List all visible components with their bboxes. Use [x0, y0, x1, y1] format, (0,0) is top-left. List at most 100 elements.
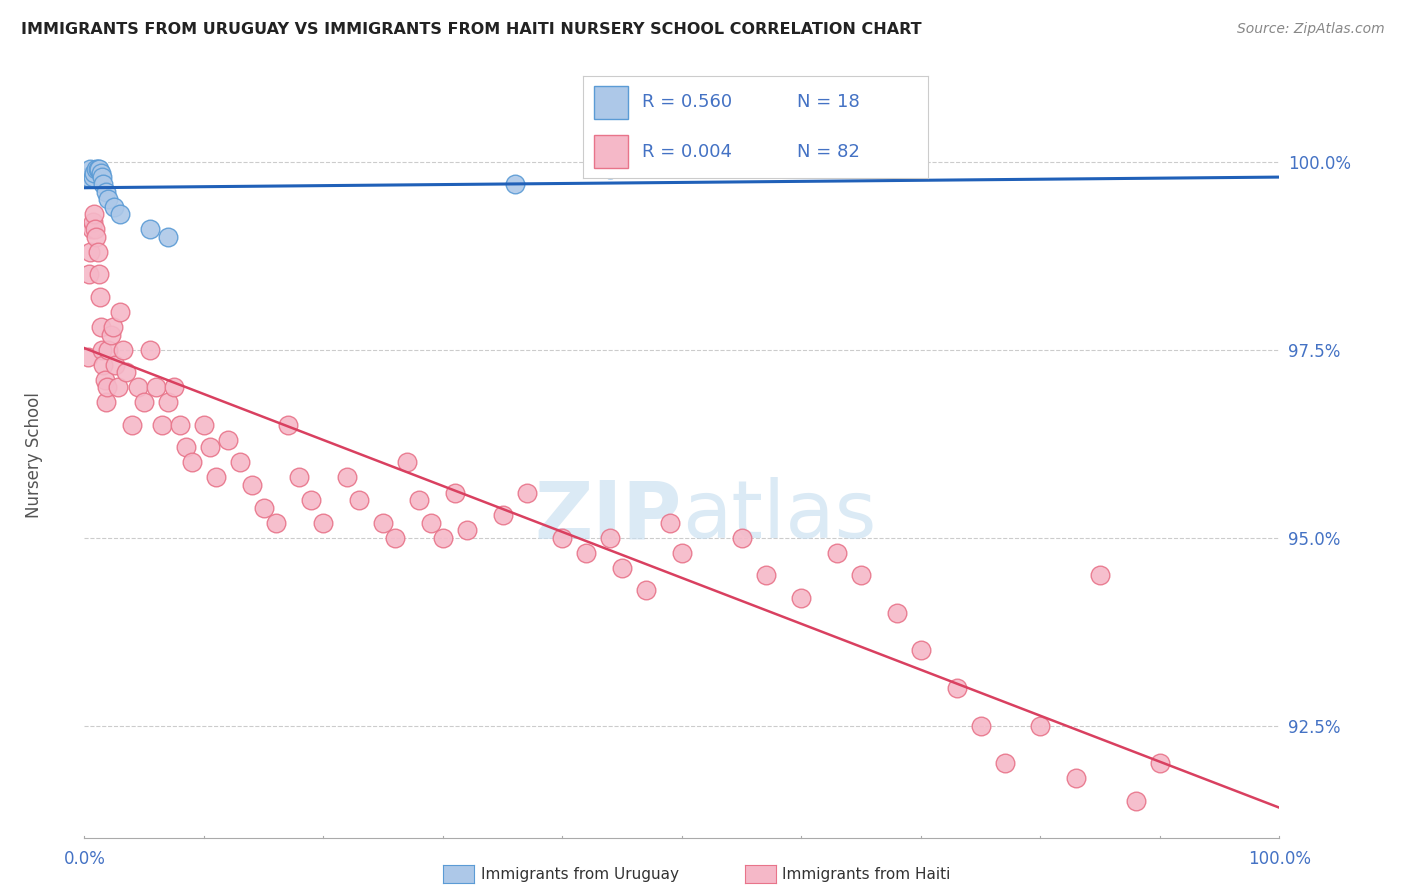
Point: [91, 169, 114, 184]
Point: [229, 455, 252, 469]
Point: [97, 192, 120, 206]
Point: [456, 523, 478, 537]
Point: [994, 756, 1017, 771]
Point: [83, 166, 105, 180]
Point: [111, 343, 134, 357]
Point: [121, 417, 143, 432]
Point: [755, 568, 778, 582]
Point: [432, 531, 454, 545]
Point: [86, 244, 108, 259]
Point: [91, 343, 114, 357]
Text: IMMIGRANTS FROM URUGUAY VS IMMIGRANTS FROM HAITI NURSERY SCHOOL CORRELATION CHAR: IMMIGRANTS FROM URUGUAY VS IMMIGRANTS FR…: [21, 22, 922, 37]
Point: [132, 395, 156, 409]
Point: [94, 395, 117, 409]
Point: [253, 500, 276, 515]
Point: [96, 380, 118, 394]
Point: [420, 516, 443, 530]
Point: [87, 162, 110, 177]
Text: Immigrants from Haiti: Immigrants from Haiti: [782, 867, 950, 881]
Point: [205, 470, 228, 484]
Point: [82, 215, 104, 229]
Point: [104, 358, 127, 372]
Point: [827, 546, 849, 560]
Point: [198, 441, 221, 455]
Point: [575, 546, 598, 560]
Point: [93, 177, 115, 191]
Point: [1090, 568, 1112, 582]
Point: [181, 455, 204, 469]
Point: [86, 229, 108, 244]
Point: [107, 380, 129, 394]
Point: [851, 568, 873, 582]
Point: [79, 162, 101, 177]
Point: [86, 162, 108, 177]
Point: [659, 516, 682, 530]
Point: [100, 327, 122, 342]
Point: [288, 470, 311, 484]
Point: [82, 169, 104, 184]
Point: [127, 380, 149, 394]
Point: [80, 222, 103, 236]
Point: [612, 560, 634, 574]
Point: [90, 320, 112, 334]
Point: [551, 531, 574, 545]
Point: [264, 516, 287, 530]
Point: [163, 380, 186, 394]
Point: [94, 185, 117, 199]
Point: [731, 531, 754, 545]
Point: [1125, 794, 1147, 808]
Bar: [593, 136, 628, 168]
Point: [93, 358, 115, 372]
Point: [145, 380, 167, 394]
Point: [84, 222, 107, 236]
Point: [1149, 756, 1171, 771]
Point: [301, 493, 323, 508]
Point: [79, 244, 101, 259]
Point: [599, 162, 621, 177]
Text: Immigrants from Uruguay: Immigrants from Uruguay: [481, 867, 679, 881]
Point: [86, 162, 108, 177]
Bar: [593, 87, 628, 119]
Point: [970, 719, 993, 733]
Point: [169, 417, 191, 432]
Point: [946, 681, 969, 695]
Point: [139, 343, 162, 357]
Point: [83, 207, 105, 221]
Point: [87, 268, 110, 282]
Point: [790, 591, 813, 605]
Point: [115, 365, 138, 379]
Point: [139, 222, 162, 236]
Text: R = 0.560: R = 0.560: [643, 94, 733, 112]
Point: [110, 207, 132, 221]
Point: [90, 166, 112, 180]
Text: ZIP: ZIP: [534, 477, 682, 556]
Point: [240, 478, 263, 492]
Point: [336, 470, 359, 484]
Text: R = 0.004: R = 0.004: [643, 143, 733, 161]
Point: [373, 516, 395, 530]
Point: [492, 508, 515, 522]
Point: [77, 169, 100, 184]
Point: [174, 441, 197, 455]
Point: [396, 455, 419, 469]
Point: [103, 200, 125, 214]
Point: [89, 290, 111, 304]
Point: [636, 583, 658, 598]
Point: [157, 395, 180, 409]
Point: [384, 531, 406, 545]
Point: [671, 546, 693, 560]
Point: [277, 417, 299, 432]
Point: [1029, 719, 1052, 733]
Point: [599, 531, 621, 545]
Text: Nursery School: Nursery School: [24, 392, 42, 518]
Point: [97, 343, 120, 357]
Text: atlas: atlas: [682, 477, 876, 556]
Point: [150, 417, 173, 432]
Text: Source: ZipAtlas.com: Source: ZipAtlas.com: [1237, 22, 1385, 37]
Point: [312, 516, 335, 530]
Point: [886, 606, 908, 620]
Point: [444, 485, 467, 500]
Point: [1066, 772, 1088, 786]
Text: 100.0%: 100.0%: [1249, 850, 1310, 868]
Text: N = 82: N = 82: [797, 143, 860, 161]
